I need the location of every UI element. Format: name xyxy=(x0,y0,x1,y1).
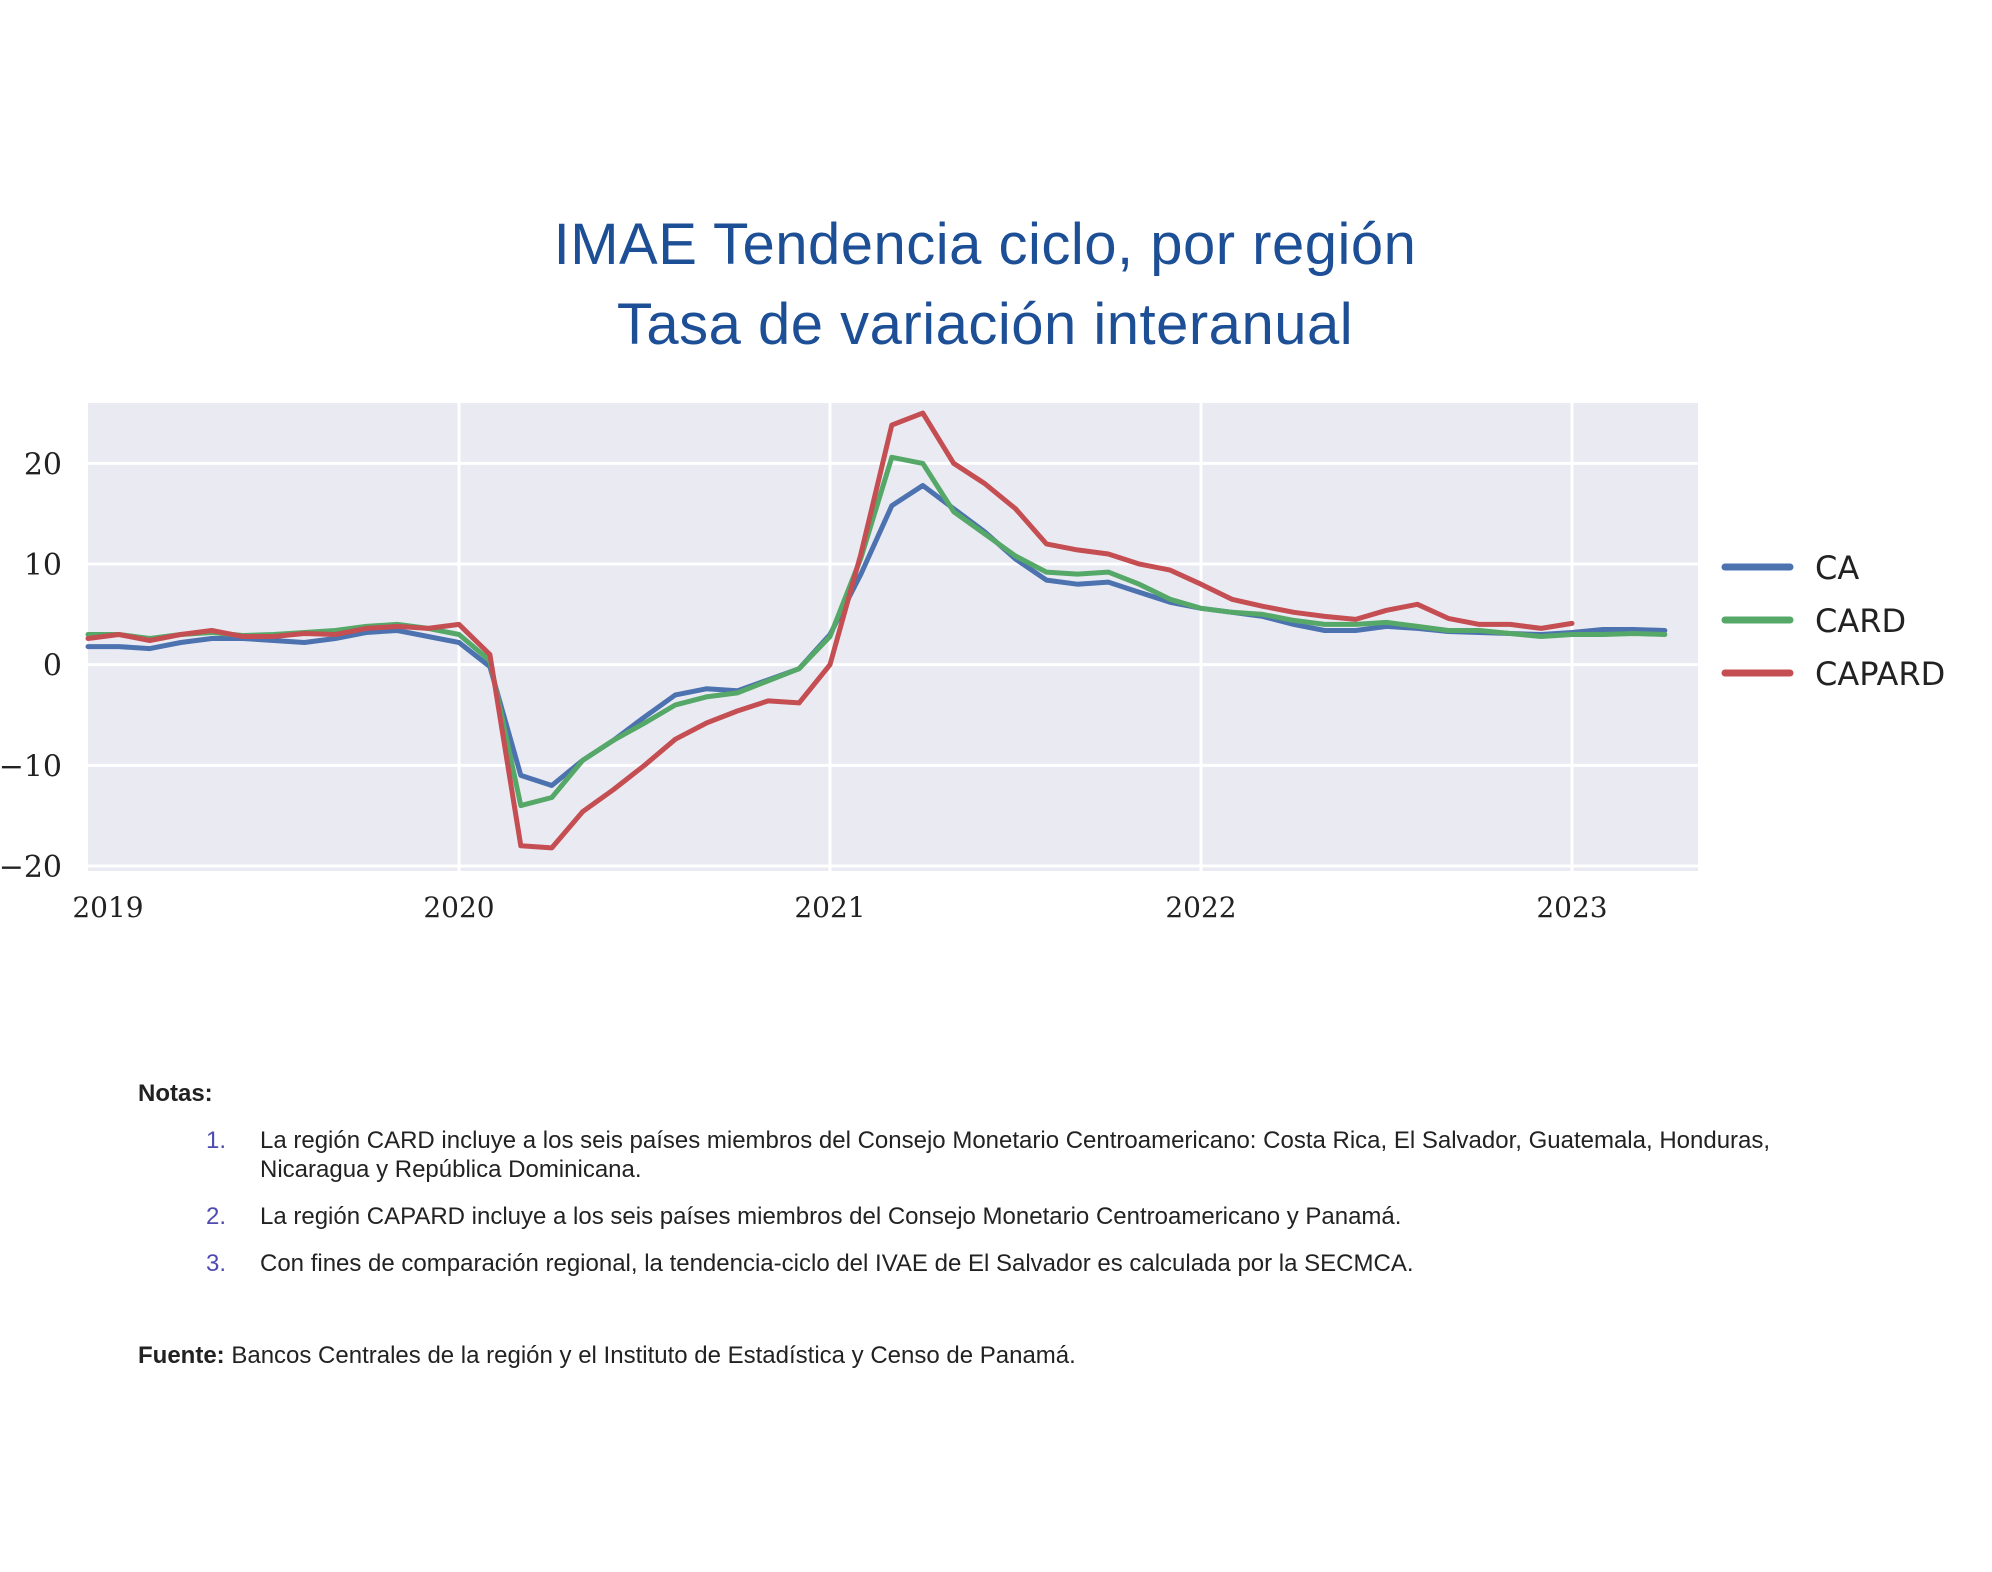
note-text: Con fines de comparación regional, la te… xyxy=(260,1250,1414,1277)
plot-background xyxy=(88,403,1698,871)
x-tick-label: 2022 xyxy=(1165,891,1236,924)
note-text: La región CARD incluye a los seis países… xyxy=(260,1127,1771,1183)
x-tick-label: 2023 xyxy=(1536,891,1607,924)
x-tick-label: 2021 xyxy=(794,891,865,924)
title-line-1: IMAE Tendencia ciclo, por región xyxy=(553,212,1417,277)
x-tick-label: 2019 xyxy=(72,891,143,924)
y-tick-label: 20 xyxy=(24,447,62,482)
series-line-ca xyxy=(85,483,1668,788)
note-number: 2. xyxy=(206,1203,227,1230)
note-number: 3. xyxy=(206,1250,227,1277)
source-line: Fuente: Bancos Centrales de la región y … xyxy=(138,1342,1838,1370)
note-item: 1. La región CARD incluye a los seis paí… xyxy=(138,1126,1838,1184)
note-number: 1. xyxy=(206,1127,227,1154)
series-line-capard xyxy=(85,410,1575,851)
notes-heading: Notas: xyxy=(138,1080,213,1107)
y-tick-label: 10 xyxy=(24,548,62,583)
note-text: La región CAPARD incluye a los seis país… xyxy=(260,1203,1402,1230)
source-text: Bancos Centrales de la región y el Insti… xyxy=(224,1342,1076,1369)
y-tick-label: 0 xyxy=(43,649,62,684)
legend: CA CARD CAPARD xyxy=(1721,549,1945,693)
y-axis-ticks: 20 10 0 −10 −20 xyxy=(0,447,62,885)
series-line-card xyxy=(85,454,1668,809)
series-lines xyxy=(85,410,1668,851)
legend-label: CAPARD xyxy=(1815,655,1945,693)
notes: Notas: 1. La región CARD incluye a los s… xyxy=(138,1080,1838,1296)
legend-label: CA xyxy=(1815,549,1859,587)
y-tick-label: −20 xyxy=(0,850,62,885)
legend-label: CARD xyxy=(1815,602,1906,640)
x-tick-label: 2020 xyxy=(423,891,494,924)
chart-title: IMAE Tendencia ciclo, por región Tasa de… xyxy=(0,205,1970,365)
x-axis-ticks: 2019 2020 2021 2022 2023 xyxy=(72,891,1607,924)
source-label: Fuente: xyxy=(138,1342,225,1369)
note-item: 2. La región CAPARD incluye a los seis p… xyxy=(138,1202,1838,1231)
y-tick-label: −10 xyxy=(0,749,62,784)
title-line-2: Tasa de variación interanual xyxy=(616,292,1354,357)
note-item: 3. Con fines de comparación regional, la… xyxy=(138,1249,1838,1278)
